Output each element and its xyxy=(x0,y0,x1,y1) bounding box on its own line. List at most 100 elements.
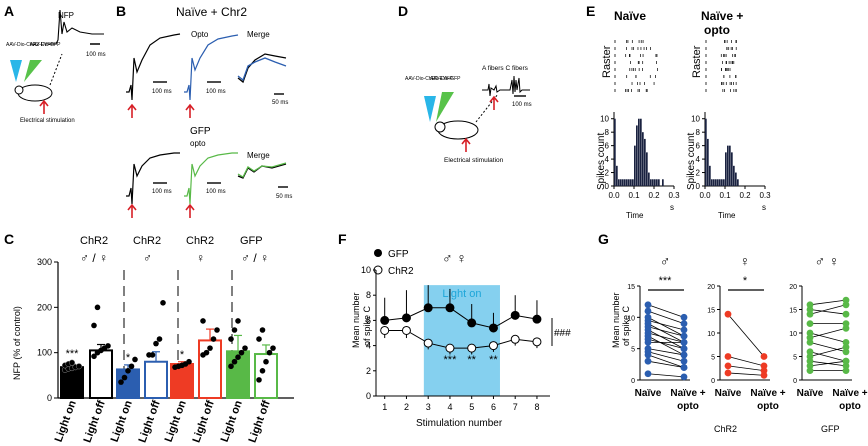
data-point xyxy=(125,368,131,374)
label-merge-top: Merge xyxy=(247,30,270,39)
histogram-bar xyxy=(729,145,731,186)
pair-line xyxy=(647,338,685,350)
y-tick-label: 0 xyxy=(631,378,635,385)
data-point xyxy=(91,322,97,329)
data-point xyxy=(724,353,732,360)
paired-chart-g: 0 5 10 15 ♂ *** Naïve Naïve + opto 0 5 10 15 20 ♀ * Naïv… xyxy=(627,253,868,412)
pair-line xyxy=(647,351,685,362)
trace-naive xyxy=(126,33,181,101)
axis-xlabel: Stimulation number xyxy=(416,418,503,429)
histogram-bar xyxy=(737,179,739,186)
data-point xyxy=(532,337,542,347)
virus-label-green: AAV-Dio-GFP xyxy=(430,76,461,82)
title-naive-opto-line2: opto xyxy=(704,23,730,37)
data-point xyxy=(680,332,688,340)
sex-label: ♂ xyxy=(143,251,152,265)
x-tick-label: Naïve + xyxy=(832,388,867,399)
y-tick-label: 300 xyxy=(37,257,52,267)
data-point xyxy=(842,357,850,365)
legend-gfp: GFP xyxy=(388,249,409,260)
y-tick-label: 15 xyxy=(707,308,715,315)
histogram-bar xyxy=(638,118,640,186)
data-point xyxy=(680,351,688,359)
y-tick-label: 10 xyxy=(600,115,609,124)
histogram-naive: 0 2 4 6 8 10 0.0 0.1 0.2 0.3 xyxy=(600,112,680,200)
histogram-bar xyxy=(717,179,719,186)
pair-line xyxy=(647,320,685,331)
data-point xyxy=(644,357,652,365)
data-point xyxy=(214,327,220,333)
trace-opto xyxy=(184,34,239,101)
axis-ylabel: Spikes count xyxy=(596,133,607,190)
pair-line xyxy=(647,335,685,356)
histogram-naive-opto: 0 2 4 6 8 10 0.0 0.1 0.2 0.3 xyxy=(691,112,771,200)
data-point xyxy=(510,310,520,320)
data-point xyxy=(200,318,206,324)
data-point xyxy=(423,338,433,348)
data-point xyxy=(760,362,768,370)
axis-ylabel: NFP (% of control) xyxy=(12,306,22,380)
data-point xyxy=(680,357,688,365)
stimulation-arrow-icon xyxy=(185,203,195,218)
data-point xyxy=(207,345,213,351)
data-point xyxy=(160,300,166,306)
pair-line xyxy=(727,372,765,376)
x-tick-label: 3 xyxy=(426,402,431,412)
data-point xyxy=(842,339,850,346)
data-point xyxy=(806,301,814,309)
scale-label: 50 ms xyxy=(272,100,288,106)
data-point xyxy=(680,364,688,371)
y-tick-label: 8 xyxy=(366,290,371,300)
sex-label: ♂ xyxy=(660,253,671,269)
title-naive-opto: Naïve + xyxy=(701,9,743,23)
label-gfp: GFP xyxy=(190,126,211,137)
axis-ylabel: of spike C xyxy=(621,305,631,346)
data-point xyxy=(235,318,241,324)
stimulation-arrow-icon xyxy=(39,99,49,114)
panel-b-title: Naïve + Chr2 xyxy=(176,5,247,19)
data-point xyxy=(760,371,768,379)
y-tick-label: 20 xyxy=(789,284,797,291)
axis-ylabel: Mean number xyxy=(611,292,621,348)
axis-unit: s xyxy=(762,203,766,212)
x-tick-label: Light on xyxy=(53,399,79,444)
histogram-bar xyxy=(614,118,616,186)
significance-star: ** xyxy=(489,354,498,366)
data-point xyxy=(806,367,814,374)
data-point xyxy=(724,369,732,377)
significance-hash: ### xyxy=(554,328,571,339)
histogram-bar xyxy=(626,179,628,186)
group-label-gfp: GFP xyxy=(821,424,840,434)
data-point xyxy=(203,349,210,356)
axis-xlabel: Time xyxy=(718,211,736,220)
x-tick-label: Naïve + xyxy=(670,388,705,399)
pair-line xyxy=(809,346,847,357)
data-point xyxy=(532,314,542,324)
data-point xyxy=(259,368,266,374)
data-point xyxy=(132,356,138,363)
panel-letter-d: D xyxy=(398,3,408,19)
histogram-bar xyxy=(618,179,620,186)
data-point xyxy=(842,320,850,327)
axis-ylabel: Spikes count xyxy=(686,133,697,190)
y-tick-label: 10 xyxy=(627,315,635,322)
significance-star: * xyxy=(180,349,185,361)
data-point xyxy=(680,313,688,321)
light-on-region xyxy=(423,285,500,396)
data-point xyxy=(445,343,455,353)
y-tick-label: 0 xyxy=(605,182,610,191)
sex-label: ♂ ♀ xyxy=(442,250,467,266)
stimulation-arrow-icon xyxy=(127,203,137,218)
data-point xyxy=(266,349,273,356)
x-tick-label: Light off xyxy=(190,399,216,445)
data-point xyxy=(724,362,732,370)
data-point xyxy=(401,313,411,323)
x-tick-label: 0.2 xyxy=(739,191,751,200)
fiber-trace xyxy=(482,75,530,97)
x-tick-label: Light on xyxy=(219,399,245,444)
trace-gfp-opto xyxy=(184,152,238,205)
x-tick-label: opto xyxy=(677,401,699,412)
data-point xyxy=(806,334,814,342)
pair-line xyxy=(727,313,765,357)
